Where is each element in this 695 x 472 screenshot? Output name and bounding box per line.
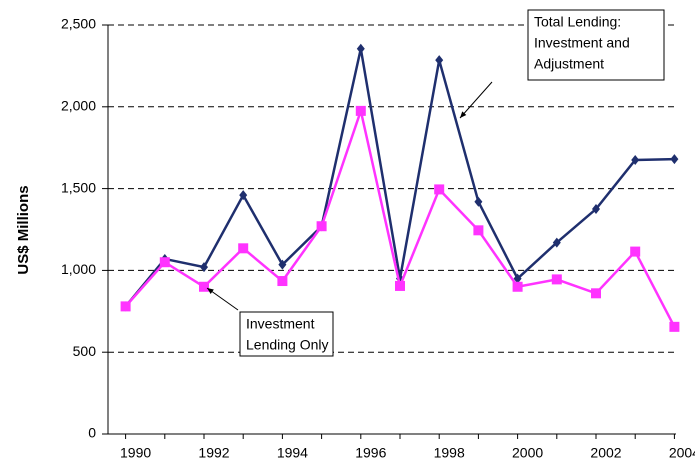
marker [592, 204, 600, 215]
annotation-text: Total Lending: [534, 14, 621, 30]
y-tick-label: 500 [73, 343, 97, 359]
marker [356, 43, 365, 54]
annotation-arrow [459, 81, 493, 119]
annotation-text: Investment [246, 316, 315, 332]
marker [435, 55, 444, 66]
marker [591, 288, 601, 299]
marker [474, 196, 483, 207]
marker [159, 257, 170, 268]
series-line [124, 48, 675, 308]
x-tick-label: 1994 [277, 445, 308, 461]
x-tick-label: 2002 [590, 445, 621, 461]
marker [473, 225, 484, 236]
annotation-text: Adjustment [534, 56, 604, 72]
x-tick-label: 1998 [434, 445, 465, 461]
y-tick-label: 0 [88, 425, 96, 441]
marker [395, 280, 405, 291]
marker [199, 281, 209, 292]
marker [355, 105, 366, 116]
marker [239, 190, 248, 201]
x-tick-label: 1992 [198, 445, 229, 461]
x-tick-label: 1996 [355, 445, 386, 461]
marker [200, 262, 208, 273]
marker [552, 237, 561, 248]
marker [669, 321, 680, 332]
marker [278, 259, 287, 270]
x-tick-label: 2004 [669, 445, 695, 461]
x-tick-label: 1990 [120, 445, 151, 461]
arrow-head [460, 111, 467, 118]
annotation-text: Lending Only [246, 337, 329, 353]
marker [120, 301, 131, 312]
y-axis-label: US$ Millions [15, 185, 32, 274]
y-tick-label: 2,500 [61, 16, 96, 32]
marker [434, 184, 445, 195]
annotation-box [527, 9, 665, 81]
marker [512, 281, 523, 292]
annotation-text: Investment and [534, 35, 630, 51]
marker [316, 221, 327, 232]
marker [238, 243, 249, 254]
marker [670, 154, 679, 165]
y-tick-label: 1,000 [61, 261, 96, 277]
annotation-box [239, 311, 334, 357]
y-tick-label: 2,000 [61, 98, 96, 114]
marker [551, 274, 562, 285]
x-tick-label: 2000 [512, 445, 543, 461]
y-tick-label: 1,500 [61, 179, 96, 195]
arrow-head [207, 288, 214, 294]
marker [277, 276, 288, 287]
marker [630, 246, 641, 257]
marker [513, 273, 522, 284]
marker [631, 154, 640, 165]
